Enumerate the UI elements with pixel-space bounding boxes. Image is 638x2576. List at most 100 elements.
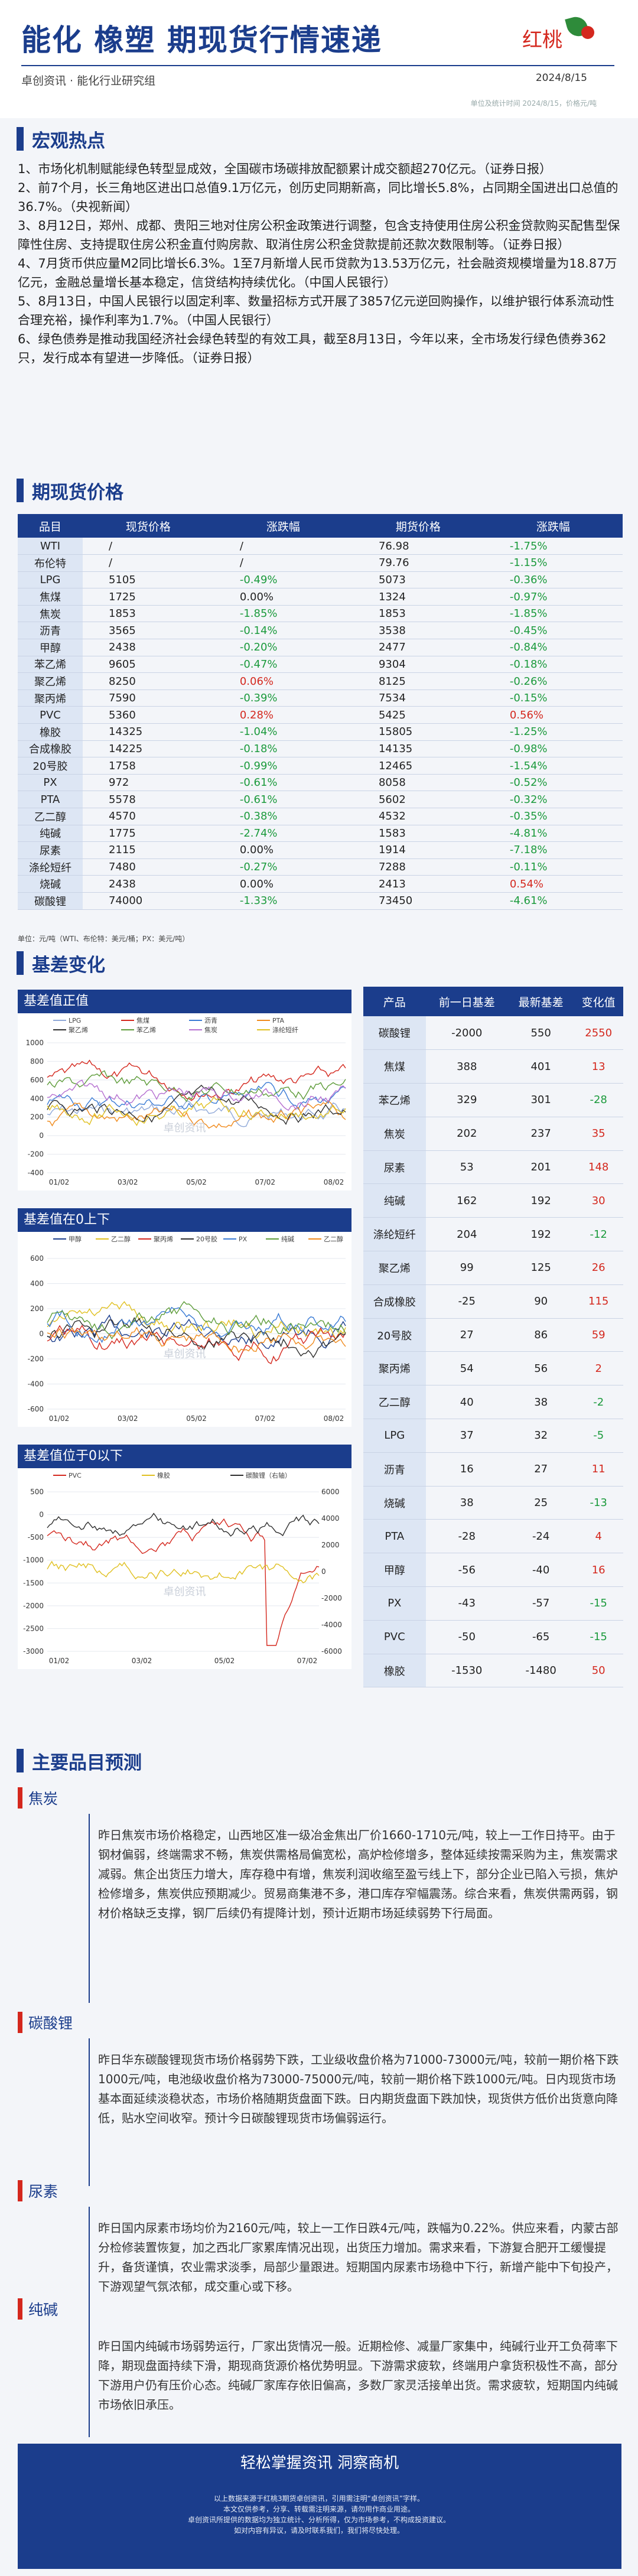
product-name: 焦炭 (363, 1117, 426, 1151)
section-title: 宏观热点 (32, 130, 105, 152)
product-name: 碳酸锂 (18, 892, 83, 910)
change-pct: / (213, 538, 353, 555)
y-tick-label: -1000 (23, 1556, 44, 1565)
product-name: PVC (18, 706, 83, 724)
change-value: -13 (574, 1486, 623, 1520)
change-pct: -0.38% (213, 808, 353, 825)
table-row: 苯乙烯 329 301 -28 (363, 1083, 623, 1117)
basis-value: 162 (425, 1183, 508, 1218)
y-tick-label: 500 (30, 1488, 44, 1496)
table-row: 烧碱 38 25 -13 (363, 1486, 623, 1520)
product-name: 碳酸锂 (363, 1016, 426, 1050)
series-line (47, 1070, 346, 1102)
y2-tick-label: 2000 (321, 1541, 340, 1549)
heading-bar (17, 127, 24, 151)
change-pct: -0.18% (483, 656, 623, 674)
forecast-title-urea: 尿素 (18, 2180, 58, 2201)
basis-value: 192 (507, 1217, 574, 1252)
product-name: 涤纶短纤 (363, 1217, 426, 1252)
change-value: 148 (574, 1150, 623, 1185)
product-name: 聚乙烯 (18, 672, 83, 690)
legend-label: 纯碱 (281, 1235, 294, 1243)
y-tick-label: 400 (30, 1094, 44, 1102)
basis-value: 16 (425, 1452, 508, 1487)
price-value: 79.76 (352, 554, 484, 572)
product-name: 甲醇 (363, 1553, 426, 1588)
y-tick-label: 200 (30, 1305, 44, 1313)
change-pct: -0.45% (483, 622, 623, 640)
basis-chart-around-zero: 基差值在0上下 甲醇 乙二醇 聚丙烯 20号胶 PX 纯碱 乙二醇 600 400 200 0 -20… (18, 1208, 351, 1427)
product-name: 焦煤 (18, 588, 83, 606)
legend-label: LPG (69, 1017, 81, 1024)
price-value: 5425 (352, 706, 484, 724)
price-value: 7288 (352, 858, 484, 876)
table-row: 苯乙烯 9605 -0.47% 9304 -0.18% (18, 656, 623, 674)
basis-value: 27 (507, 1452, 574, 1487)
product-name: 沥青 (363, 1452, 426, 1487)
legend-label: 乙二醇 (111, 1235, 131, 1243)
change-value: 16 (574, 1553, 623, 1588)
change-value: -12 (574, 1217, 623, 1252)
brand-logo: 红桃 (520, 14, 603, 56)
disclaimer-line: 卓创资讯所提供的数据均为独立统计、分析所得，仅为市场参考，不构成投资建议。 (187, 2516, 450, 2524)
change-pct: -0.97% (483, 588, 623, 606)
table-header-cell: 前一日基差 (425, 987, 508, 1016)
forecast-name: 纯碱 (28, 2301, 58, 2318)
table-row: 乙二醇 40 38 -2 (363, 1385, 623, 1420)
change-pct: -0.49% (213, 571, 353, 589)
heading-bar (18, 2180, 22, 2201)
table-row: LPG 5105 -0.49% 5073 -0.36% (18, 571, 623, 589)
table-row: 甲醇 -56 -40 16 (363, 1553, 623, 1588)
header-subtitle: 卓创资讯 · 能化行业研究组 (21, 74, 156, 87)
forecast-divider (89, 2207, 90, 2340)
report-date: 2024/8/15 (535, 72, 587, 84)
product-name: 焦炭 (18, 605, 83, 623)
legend-label: 甲醇 (69, 1235, 82, 1243)
change-pct: 0.00% (213, 875, 353, 893)
change-pct: -0.11% (483, 858, 623, 876)
change-value: 11 (574, 1452, 623, 1487)
change-pct: -1.85% (483, 605, 623, 623)
table-row: 焦炭 202 237 35 (363, 1117, 623, 1151)
legend-label: PX (239, 1235, 248, 1243)
y-tick-label: 200 (30, 1113, 44, 1121)
section-heading-basis: 基差变化 (17, 948, 105, 978)
change-pct: 0.00% (213, 841, 353, 859)
product-name: 聚丙烯 (363, 1351, 426, 1386)
basis-value: -2000 (425, 1016, 508, 1050)
series-line (47, 1096, 346, 1126)
y2-tick-label: 4000 (321, 1514, 340, 1523)
price-value: 14135 (352, 740, 484, 758)
chart-positive-svg: LPG 焦煤 沥青 PTA 聚乙烯 苯乙烯 焦炭 涤纶短纤 1000 800 600 400 200 0 -… (25, 1017, 346, 1186)
product-name: 合成橡胶 (18, 740, 83, 758)
section-title: 主要品目预测 (32, 1752, 142, 1774)
price-value: 5578 (83, 791, 214, 808)
macro-item: 3、8月12日，郑州、成都、贵阳三地对住房公积金政策进行调整，包含支持使用住房公… (18, 219, 620, 252)
legend-label: 聚乙烯 (69, 1026, 88, 1034)
table-row: 沥青 16 27 11 (363, 1452, 623, 1487)
change-pct: -1.25% (483, 723, 623, 741)
change-value: 2 (574, 1351, 623, 1386)
section-heading-prices: 期现货价格 (17, 476, 123, 505)
change-pct: 0.06% (213, 672, 353, 690)
heading-bar (17, 1749, 24, 1772)
basis-value: 86 (507, 1318, 574, 1352)
series-line (47, 1513, 320, 1537)
legend-label: PTA (272, 1017, 284, 1024)
change-pct: -1.85% (213, 605, 353, 623)
product-name: 苯乙烯 (363, 1083, 426, 1117)
forecast-title-lithium: 碳酸锂 (18, 2012, 73, 2033)
y-tick-label: 600 (30, 1076, 44, 1084)
forecast-text-soda: 昨日国内纯碱市场弱势运行，厂家出货情况一般。近期检修、减量厂家集中，纯碱行业开工… (98, 2339, 618, 2412)
product-name: LPG (363, 1419, 426, 1453)
legend-label: 苯乙烯 (136, 1026, 156, 1034)
table-row: 沥青 3565 -0.14% 3538 -0.45% (18, 622, 623, 640)
basis-value: 38 (425, 1486, 508, 1520)
heading-bar (18, 2298, 22, 2320)
legend-label: 橡胶 (157, 1471, 170, 1479)
macro-item: 1、市场化机制赋能绿色转型显成效，全国碳市场碳排放配额累计成交额超270亿元。（… (18, 162, 552, 176)
change-pct: -0.14% (213, 622, 353, 640)
product-name: PTA (363, 1519, 426, 1554)
product-name: 布伦特 (18, 554, 83, 572)
x-tick-label: 08/02 (324, 1178, 344, 1186)
